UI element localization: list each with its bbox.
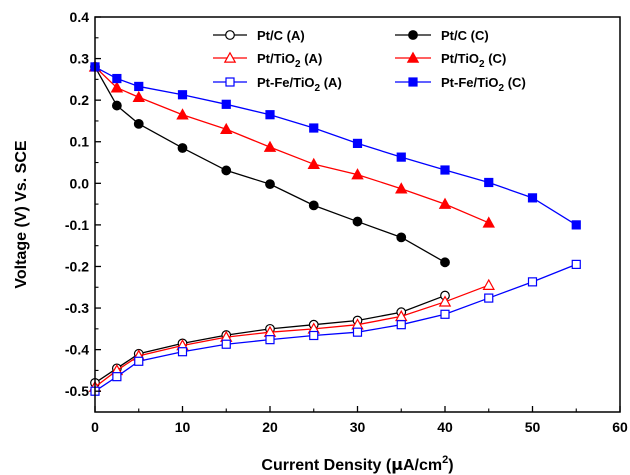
legend-label: Pt/C (A) [257,28,305,43]
data-point [177,90,188,100]
data-point [112,372,122,382]
data-point [133,118,144,129]
data-point [265,110,275,120]
y-tick-label: 0.1 [70,134,90,150]
series-line [94,284,489,388]
data-point [221,99,231,109]
data-point [176,108,189,120]
data-point [395,182,408,194]
series-4 [90,259,581,396]
x-tick-label: 20 [262,419,278,435]
series-line [94,263,577,392]
data-point [221,165,232,176]
legend-entry-2: Pt/TiO2 (A) [213,51,322,70]
axes: 0 10 20 30 40 50 60 -0.5 -0.4 -0.3 -0.2 -0.1 0.0 0.1 0… [13,9,628,474]
data-point [352,138,363,148]
data-point [484,293,494,303]
x-tick-label: 60 [612,419,628,435]
y-axis-title: Voltage (V) Vs. SCE [13,140,30,289]
data-point [134,81,144,92]
data-point [482,278,495,290]
data-point [482,216,495,228]
y-tick-label: -0.5 [65,383,89,399]
x-tick-label: 0 [91,419,99,435]
data-point [484,177,494,188]
data-point [220,122,233,135]
data-point [352,216,363,227]
legend-label: Pt/TiO2 (A) [257,51,322,70]
x-tick-label: 40 [437,419,453,435]
legend-label: Pt-Fe/TiO2 (C) [441,75,526,94]
legend-label: Pt-Fe/TiO2 (A) [257,75,342,94]
data-point [112,73,122,84]
plot-frame [94,16,621,413]
data-point [221,339,231,349]
y-tick-label: 0.3 [70,51,90,67]
data-point [263,140,277,152]
legend-label: Pt/TiO2 (C) [441,51,506,70]
data-point [265,335,275,345]
series-2 [88,278,495,392]
x-tick-label: 50 [525,419,541,435]
series-3 [88,60,495,228]
y-tick-label: 0.4 [70,9,90,25]
y-tick-label: 0.2 [70,92,90,108]
data-point [111,100,122,111]
y-tick-label: -0.2 [65,258,89,274]
data-point [438,197,452,209]
data-point [177,143,188,153]
legend-entry-3: Pt/TiO2 (C) [395,51,506,70]
data-point [527,193,538,203]
legend-marker [225,77,235,87]
data-point [132,90,145,103]
series-line [94,66,446,263]
series-1 [90,61,450,268]
data-point [352,327,363,337]
legend-marker [225,30,235,40]
x-tick-label: 10 [175,419,191,435]
series-5 [90,62,581,230]
data-point [308,200,319,211]
x-axis-title: Current Density (μA/cm2) [261,454,453,474]
plot-area [88,60,581,396]
series-line [94,66,490,224]
legend-marker [406,51,420,63]
x-tick-label: 30 [350,419,366,435]
data-point [440,309,450,319]
data-point [309,330,319,341]
legend: Pt/C (A) Pt/C (C) Pt/TiO2 (A) Pt/TiO2 (C) Pt… [213,28,526,94]
data-point [438,295,452,307]
legend-entry-5: Pt-Fe/TiO2 (C) [395,75,526,94]
legend-marker [408,77,418,87]
data-point [440,165,450,175]
data-point [134,356,144,366]
y-tick-label: -0.1 [65,217,89,233]
data-point [571,220,581,230]
legend-entry-0: Pt/C (A) [213,28,305,43]
data-point [396,320,406,330]
data-point [527,277,538,287]
legend-marker [223,51,237,63]
data-point [571,259,581,269]
series-line [94,294,446,384]
legend-entry-1: Pt/C (C) [395,28,489,43]
legend-entry-4: Pt-Fe/TiO2 (A) [213,75,342,94]
data-point [440,257,450,268]
data-point [351,168,364,180]
y-tick-label: 0.0 [70,175,90,191]
y-tick-label: -0.3 [65,300,89,316]
data-point [307,157,320,169]
legend-marker [408,30,418,40]
data-point [110,81,124,93]
y-tick-label: -0.4 [65,342,89,358]
data-point [265,179,275,190]
data-point [177,347,188,357]
data-point [309,123,319,133]
data-point [396,152,406,162]
data-point [396,232,407,243]
legend-label: Pt/C (C) [441,28,489,43]
